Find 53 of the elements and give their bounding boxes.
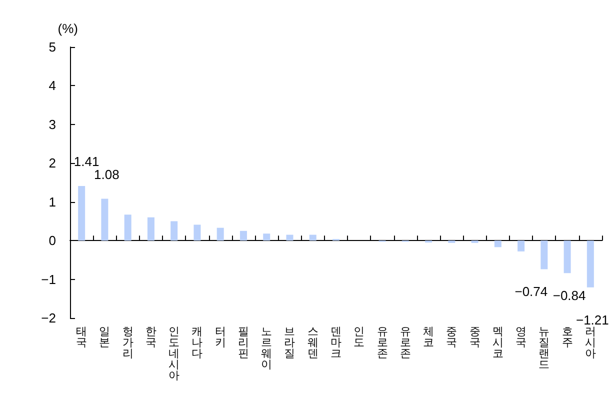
bar bbox=[286, 234, 294, 241]
bar bbox=[194, 224, 201, 241]
y-tick-label: 3 bbox=[48, 116, 56, 132]
y-tick-label: 5 bbox=[48, 40, 56, 54]
x-tick-label: 한국 bbox=[145, 325, 156, 349]
x-tick-label: 덴마크 bbox=[330, 325, 342, 360]
bar bbox=[494, 240, 502, 248]
x-tick-label: 중국 bbox=[469, 325, 480, 349]
x-tick-label: 브라질 bbox=[284, 325, 296, 360]
y-axis-title: (%) bbox=[58, 21, 78, 36]
data-label: −0.74 bbox=[514, 284, 548, 300]
bar bbox=[170, 221, 178, 241]
data-label: 1.41 bbox=[74, 154, 100, 169]
x-tick-label: 필리핀 bbox=[238, 325, 249, 360]
y-tick-label: 0 bbox=[48, 233, 56, 248]
x-tick-label: 멕시코 bbox=[492, 325, 504, 360]
bar bbox=[309, 234, 316, 241]
bar bbox=[124, 214, 132, 241]
x-tick-label: 호주 bbox=[562, 325, 573, 349]
bar bbox=[147, 217, 154, 241]
x-tick-label: 러시아 bbox=[584, 325, 596, 360]
bar bbox=[240, 230, 247, 241]
data-label: 1.08 bbox=[94, 166, 120, 182]
y-tick-label: −2 bbox=[41, 310, 56, 326]
bar bbox=[586, 240, 594, 288]
x-tick-label: 터키 bbox=[214, 325, 226, 349]
x-tick-label: 노르웨이 bbox=[261, 325, 272, 371]
bar bbox=[263, 234, 270, 241]
bar bbox=[540, 240, 548, 270]
bar bbox=[564, 240, 571, 274]
x-tick-label: 유로존 bbox=[400, 325, 411, 360]
bar bbox=[101, 198, 108, 241]
x-tick-label: 영국 bbox=[516, 325, 527, 349]
y-tick-label: −1 bbox=[41, 272, 56, 287]
data-label: −0.84 bbox=[552, 288, 586, 304]
y-tick-label: 4 bbox=[48, 78, 56, 94]
x-tick-label: 스웨덴 bbox=[307, 325, 318, 360]
x-tick-label: 뉴질랜드 bbox=[538, 325, 550, 371]
x-tick-label: 태국 bbox=[76, 325, 88, 349]
y-tick-label: 2 bbox=[48, 156, 56, 171]
x-tick-label: 인도 bbox=[354, 325, 365, 349]
bar bbox=[78, 186, 86, 241]
x-tick-label: 인도네시아 bbox=[168, 325, 180, 382]
bar bbox=[216, 228, 224, 241]
y-tick-label: 1 bbox=[48, 194, 56, 210]
x-tick-label: 체코 bbox=[423, 325, 434, 349]
x-tick-label: 캐나다 bbox=[192, 325, 203, 360]
data-label: −1.21 bbox=[576, 312, 609, 328]
x-tick-label: 유로존 bbox=[376, 325, 388, 360]
x-tick-label: 중국 bbox=[446, 325, 458, 349]
x-tick-label: 일본 bbox=[99, 325, 110, 349]
bar bbox=[518, 240, 525, 252]
x-tick-label: 헝가리 bbox=[122, 325, 134, 360]
